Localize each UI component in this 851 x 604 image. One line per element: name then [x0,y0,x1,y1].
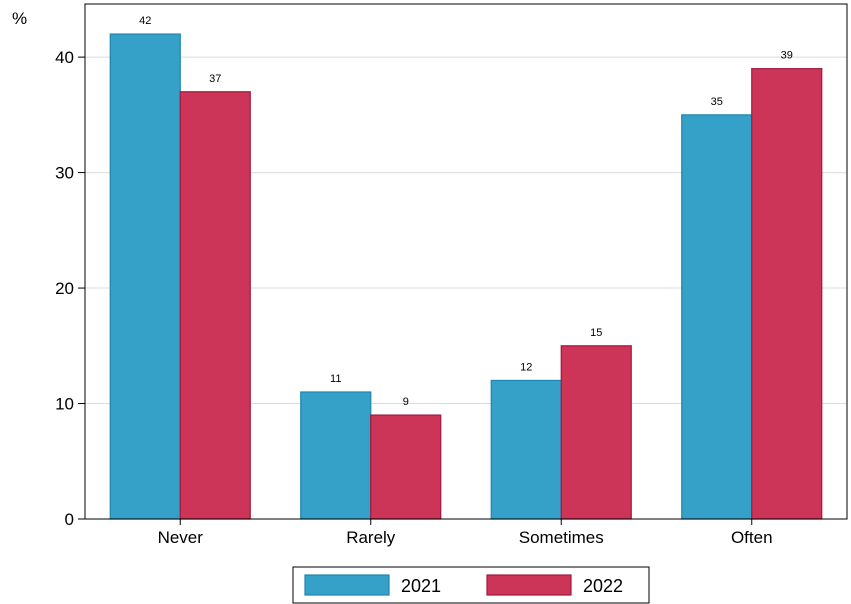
data-label: 12 [520,361,532,373]
legend-swatch-2022 [486,574,572,596]
bar-2021-often [681,114,753,520]
data-label: 9 [403,396,409,408]
data-label: 35 [711,96,723,108]
x-tick-label: Never [158,528,204,547]
y-axis-unit-label: % [12,9,27,28]
y-tick-label: 30 [55,164,74,183]
y-tick-label: 40 [55,48,74,67]
data-label: 37 [209,73,221,85]
bar-2022-sometimes [560,345,632,520]
x-tick-label: Often [731,528,773,547]
data-labels: 42 37 11 9 12 15 35 39 [139,15,793,408]
x-tick-label: Rarely [346,528,396,547]
data-label: 42 [139,15,151,27]
y-tick-label: 0 [65,510,74,529]
plot-frame [84,3,848,520]
bar-2022-rarely [370,414,442,520]
x-tick-label: Sometimes [519,528,604,547]
bar-2021-never [109,33,181,520]
bar-2022-never [179,91,251,520]
legend-label: 2022 [583,576,623,596]
data-label: 39 [781,50,793,62]
axes: 0 10 20 30 40 Never Rarely Sometimes Often [55,3,848,547]
bar-2021-rarely [300,391,372,520]
bar-2022-often [751,68,823,520]
data-label: 11 [330,373,341,385]
y-tick-label: 10 [55,395,74,414]
legend: 2021 2022 [292,566,650,604]
bar-2021-sometimes [490,379,562,520]
legend-label: 2021 [401,576,441,596]
legend-swatch-2021 [304,574,390,596]
y-tick-label: 20 [55,279,74,298]
data-label: 15 [590,327,602,339]
